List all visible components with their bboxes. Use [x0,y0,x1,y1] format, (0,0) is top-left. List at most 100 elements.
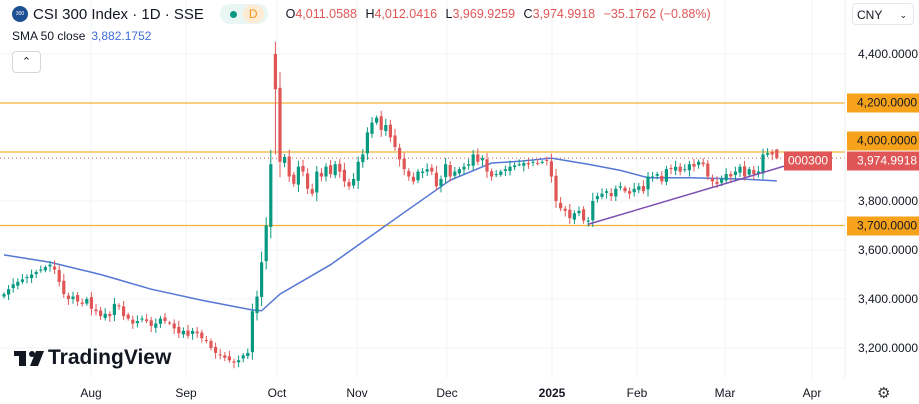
candle-body [80,302,84,304]
candle [310,183,314,197]
candle [191,327,195,340]
candle-body [237,360,241,363]
horizontal-levels[interactable] [0,102,845,227]
candle-body [743,166,747,177]
candle [168,320,172,326]
candle [706,160,710,180]
candle-body [687,164,691,171]
candle [439,175,443,193]
candle-body [186,330,190,336]
candle [710,174,714,187]
trend-line[interactable] [587,163,791,225]
candle [540,160,544,165]
candle [563,205,567,217]
candle [301,159,305,177]
candle-body [319,173,323,177]
candle-body [554,175,558,201]
candle [117,303,121,310]
candle [260,251,264,307]
candle [273,41,277,155]
settings-gear-icon[interactable]: ⚙ [877,385,891,402]
candle-body [11,284,15,289]
symbol-title[interactable]: CSI 300 Index · 1D · SSE [33,5,204,23]
candle [687,160,691,177]
last-price-tag: 3,974.9918 [847,151,919,171]
candle [586,217,590,227]
candle-body [306,173,310,189]
tradingview-logo[interactable]: TradingView [14,346,171,370]
candle-body [729,174,733,177]
candle-body [591,201,595,221]
candle [462,162,466,175]
candle [94,303,98,316]
candle [333,161,337,179]
close-value: 3,974.9918 [532,7,596,21]
candle-body [71,296,75,299]
candle [62,273,66,299]
currency-select[interactable]: CNY ⌄ [852,3,914,25]
candle-body [209,341,213,348]
candle [388,119,392,143]
candle-body [66,295,70,299]
candle-body [163,317,167,322]
candle [434,165,438,191]
candle [39,265,43,273]
candle [200,329,204,343]
candle [756,165,760,178]
candle [122,300,126,321]
candle-body [549,161,553,177]
candle [485,152,489,178]
candle-body [430,167,434,172]
candle [430,164,434,176]
candle [701,158,705,167]
candle-body [195,331,199,334]
candle [526,158,530,169]
high-label: H [365,7,375,21]
candle [140,315,144,323]
candle [287,149,291,182]
candle-body [761,154,765,174]
candle-body [609,193,613,197]
candle [646,172,650,197]
indicator-legend[interactable]: SMA 50 close 3,882.1752 [12,29,151,43]
candle [20,274,24,285]
status-pills[interactable]: D [219,4,268,24]
candle [605,188,609,199]
candle [508,160,512,176]
candle [632,182,636,197]
candle [480,155,484,167]
candle-body [108,314,112,317]
candle [416,168,420,184]
candle [255,290,259,321]
candle-body [168,322,172,324]
candle [103,308,107,321]
candle-body [448,164,452,177]
candle-body [287,156,291,177]
candle-body [480,158,484,161]
candle-body [586,220,590,222]
candle-body [416,171,420,181]
candle [375,115,379,125]
candle-body [352,178,356,186]
candle-body [301,165,305,172]
candle [669,164,673,175]
candle [651,171,655,182]
candle [678,163,682,176]
candle-body [131,319,135,324]
symbol-tag: 000300 [784,151,833,171]
collapse-legend-button[interactable]: ⌃ [12,51,41,73]
candle-body [342,169,346,182]
candle [99,306,103,320]
symbol-logo[interactable]: 300 [12,6,28,22]
candle-body [7,289,11,295]
candle [158,315,162,329]
candle [57,265,61,287]
candle-body [310,189,314,194]
candle [664,165,668,186]
candle-body [628,191,632,194]
candle [356,156,360,190]
candle-body [278,87,282,162]
candle-body [614,188,618,197]
candle-body [154,323,158,328]
